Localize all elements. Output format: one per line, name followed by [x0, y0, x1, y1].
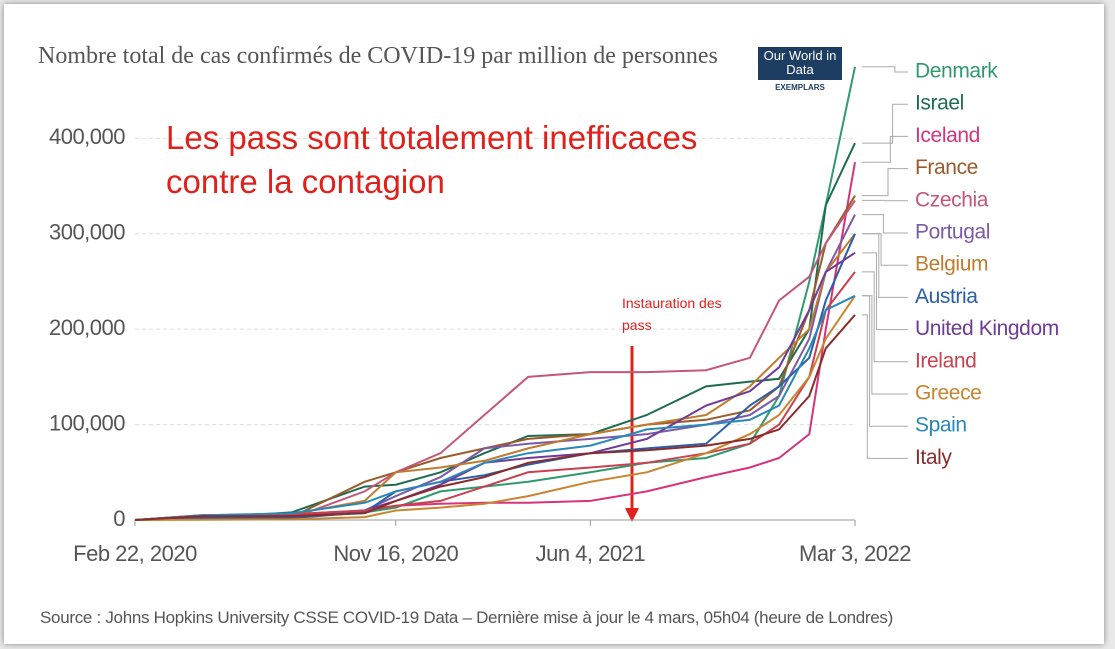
leader-line	[862, 233, 908, 298]
chart-title: Nombre total de cas confirmés de COVID-1…	[38, 43, 718, 69]
y-tick-label: 400,000	[49, 124, 125, 149]
leader-line	[862, 314, 908, 459]
x-tick-label: Nov 16, 2020	[333, 541, 458, 566]
legend-label: Greece	[915, 382, 981, 405]
leader-line	[862, 252, 908, 331]
leader-line	[862, 66, 908, 73]
series-line	[134, 199, 856, 521]
series-line	[134, 294, 856, 521]
series-line	[134, 314, 856, 521]
leader-line	[862, 271, 908, 363]
x-tick-label: Jun 4, 2021	[536, 541, 646, 566]
frame: Nombre total de cas confirmés de COVID-1…	[4, 4, 1104, 644]
legend-label: Denmark	[915, 60, 998, 83]
leader-line	[862, 295, 908, 395]
legend-label: Belgium	[915, 253, 988, 276]
x-tick-label: Mar 3, 2022	[799, 541, 911, 566]
leader-line	[862, 295, 908, 427]
logo: Our World in Data EXEMPLARS	[758, 47, 842, 105]
leader-line	[862, 103, 908, 144]
source: Source : Johns Hopkins University CSSE C…	[40, 608, 893, 627]
legend-label: Israel	[915, 92, 964, 115]
series-line	[134, 295, 856, 521]
legend-label: Portugal	[915, 221, 990, 244]
y-tick-label: 100,000	[49, 410, 125, 435]
annotation: Les pass sont totalement inefficaces con…	[166, 119, 698, 200]
series-line	[134, 233, 856, 521]
y-tick-label: 0	[113, 506, 125, 531]
legend-label: Czechia	[915, 188, 989, 211]
logo-text: Our World in Data	[758, 47, 842, 80]
legend-label: France	[915, 156, 978, 179]
series-line	[134, 271, 856, 521]
leader-line	[862, 168, 908, 197]
y-tick-label: 300,000	[49, 220, 125, 245]
legend-label: Austria	[915, 285, 978, 308]
leader-line	[862, 135, 908, 163]
arrow-head	[625, 508, 639, 522]
series-line	[134, 233, 856, 521]
legend-label: Spain	[915, 414, 967, 437]
leader-line	[862, 214, 908, 234]
annotation: Instauration des pass	[622, 295, 722, 333]
legend-label: Italy	[915, 446, 952, 469]
leader-line	[862, 233, 908, 266]
legend-label: Ireland	[915, 349, 976, 372]
y-tick-label: 200,000	[49, 315, 125, 340]
logo-subtitle: EXEMPLARS	[775, 83, 825, 92]
x-tick-label: Feb 22, 2020	[73, 541, 197, 566]
legend-label: United Kingdom	[915, 317, 1059, 340]
legend-label: Iceland	[915, 124, 980, 147]
series-line	[134, 195, 856, 521]
series-line	[134, 162, 856, 521]
series-line	[134, 251, 856, 521]
